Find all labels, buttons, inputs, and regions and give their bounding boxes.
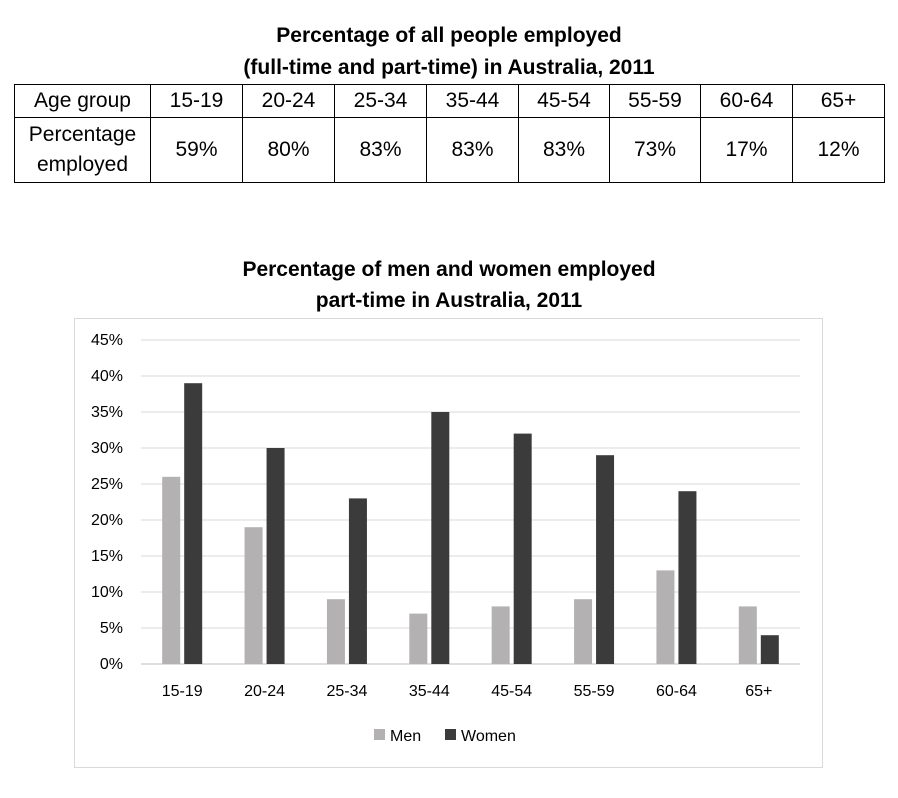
bar-women	[266, 448, 285, 664]
percentage-cell: 59%	[150, 117, 243, 183]
y-tick-label: 15%	[91, 548, 123, 565]
x-tick-label: 25-34	[326, 683, 367, 700]
row-header-line2: employed	[36, 153, 129, 176]
table-title: Percentage of all people employed (full-…	[0, 20, 898, 84]
x-tick-label: 60-64	[656, 683, 697, 700]
x-tick-label: 65+	[745, 683, 772, 700]
y-tick-label: 10%	[91, 584, 123, 601]
row-header-line1: Percentage	[28, 123, 137, 146]
percentage-cell: 73%	[609, 117, 701, 183]
bar-women	[431, 412, 450, 664]
legend-label-women: Women	[461, 728, 516, 745]
x-tick-label: 15-19	[162, 683, 203, 700]
percentage-cell: 17%	[700, 117, 793, 183]
chart-title-line1: Percentage of men and women employed	[242, 258, 656, 281]
age-group-cell: 45-54	[518, 84, 610, 118]
y-tick-label: 0%	[100, 656, 123, 673]
bar-men	[491, 606, 510, 664]
age-group-cell: 35-44	[426, 84, 519, 118]
y-tick-label: 30%	[91, 440, 123, 457]
legend-swatch-men	[374, 729, 385, 740]
chart-title: Percentage of men and women employed par…	[0, 254, 898, 316]
bar-men	[162, 476, 181, 664]
legend-label-men: Men	[390, 728, 421, 745]
age-group-cell: 20-24	[242, 84, 335, 118]
chart-frame	[74, 318, 823, 768]
table-title-line1: Percentage of all people employed	[276, 24, 622, 47]
x-tick-label: 35-44	[409, 683, 450, 700]
percentage-cell: 83%	[334, 117, 427, 183]
legend-swatch-women	[445, 729, 456, 740]
x-tick-label: 55-59	[574, 683, 615, 700]
y-tick-label: 40%	[91, 368, 123, 385]
bar-men	[244, 527, 263, 664]
chart-title-line2: part-time in Australia, 2011	[315, 289, 583, 312]
percentage-cell: 80%	[242, 117, 335, 183]
bar-women	[184, 383, 203, 664]
bar-men	[656, 570, 675, 664]
bar-men	[409, 613, 428, 664]
x-tick-label: 20-24	[244, 683, 285, 700]
bar-men	[574, 599, 593, 664]
bar-women	[348, 498, 367, 664]
row-header-percentage-employed: Percentage employed	[14, 117, 151, 183]
bar-men	[738, 606, 757, 664]
table-row-age-group: Age group 15-19 20-24 25-34 35-44 45-54 …	[14, 84, 885, 118]
y-tick-label: 5%	[100, 620, 123, 637]
y-tick-label: 25%	[91, 476, 123, 493]
table-title-line2: (full-time and part-time) in Australia, …	[243, 56, 655, 79]
age-group-cell: 65+	[792, 84, 885, 118]
age-group-cell: 55-59	[609, 84, 701, 118]
percentage-cell: 83%	[518, 117, 610, 183]
employment-table: Age group 15-19 20-24 25-34 35-44 45-54 …	[14, 84, 885, 183]
bar-women	[760, 635, 779, 664]
y-tick-label: 20%	[91, 512, 123, 529]
bar-women	[596, 455, 615, 664]
x-tick-label: 45-54	[491, 683, 532, 700]
y-tick-label: 35%	[91, 404, 123, 421]
bar-women	[678, 491, 697, 664]
percentage-cell: 12%	[792, 117, 885, 183]
table-row-percentage: Percentage employed 59% 80% 83% 83% 83% …	[14, 117, 885, 183]
bar-women	[513, 433, 532, 664]
row-header-age-group: Age group	[14, 84, 151, 118]
age-group-cell: 25-34	[334, 84, 427, 118]
age-group-cell: 60-64	[700, 84, 793, 118]
bar-men	[326, 599, 345, 664]
y-tick-label: 45%	[91, 332, 123, 349]
